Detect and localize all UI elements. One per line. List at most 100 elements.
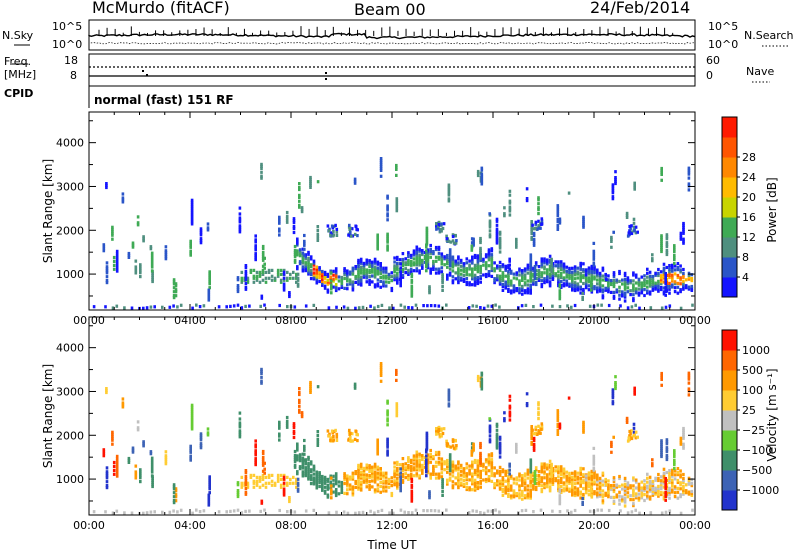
velocity-cell	[679, 483, 682, 487]
velocity-cell	[441, 431, 445, 436]
power-cell	[312, 275, 316, 279]
power-cell	[452, 241, 456, 245]
power-cell	[690, 286, 694, 291]
velocity-cell	[472, 448, 475, 452]
velocity-cell	[307, 467, 310, 471]
power-cell	[357, 262, 360, 266]
velocity-cell	[330, 476, 333, 480]
power-cell	[632, 271, 635, 275]
power-cell	[392, 306, 395, 310]
power-cell	[559, 260, 563, 264]
power-cell	[270, 274, 274, 278]
power-cell	[532, 266, 535, 270]
velocity-cell	[579, 496, 582, 500]
power-cell	[289, 272, 292, 276]
power-cell	[587, 278, 591, 282]
velocity-cell	[648, 497, 652, 501]
velocity-cell	[401, 480, 405, 484]
velocity-cell	[651, 481, 655, 486]
velocity-cell	[479, 473, 482, 477]
velocity-cell	[296, 444, 299, 448]
velocity-cell	[270, 483, 274, 487]
power-cell	[451, 269, 455, 273]
power-cell	[410, 278, 414, 282]
power-cell	[386, 244, 389, 248]
velocity-cell	[625, 416, 629, 420]
power-cell	[323, 284, 327, 288]
power-cell	[309, 273, 313, 277]
power-cell	[301, 251, 305, 255]
power-cell	[346, 271, 349, 275]
velocity-cell	[252, 485, 256, 489]
velocity-cell	[393, 469, 396, 473]
power-cell	[174, 290, 178, 294]
velocity-cell	[533, 479, 537, 483]
power-cell	[286, 278, 289, 282]
velocity-cell	[582, 492, 585, 497]
velocity-cell	[371, 465, 374, 469]
velocity-cell	[488, 440, 492, 444]
power-cell	[664, 281, 667, 286]
velocity-cell	[351, 477, 355, 481]
velocity-cell	[121, 403, 125, 407]
velocity-cell	[587, 475, 591, 479]
power-cell	[503, 206, 506, 210]
power-cell	[488, 229, 492, 233]
velocity-cell	[682, 490, 685, 494]
power-cell	[376, 247, 379, 251]
power-cell	[410, 286, 414, 290]
power-cell	[546, 272, 549, 276]
power-cell	[521, 292, 524, 296]
velocity-cell	[410, 497, 414, 501]
power-cell	[425, 269, 428, 273]
velocity-cell	[312, 508, 316, 512]
power-cell	[296, 282, 300, 286]
velocity-cell	[457, 462, 460, 466]
power-cell	[321, 269, 324, 274]
velocity-cell	[150, 466, 154, 470]
velocity-cell	[376, 442, 379, 446]
power-cell	[440, 266, 444, 270]
power-cell	[576, 272, 580, 276]
power-cell	[646, 279, 649, 283]
power-cell	[532, 280, 535, 284]
velocity-cell	[479, 511, 482, 515]
power-cell	[206, 226, 210, 230]
velocity-cell	[354, 479, 357, 484]
power-cell	[246, 280, 250, 284]
power-cell	[626, 286, 630, 290]
velocity-cell	[679, 487, 682, 491]
velocity-cell	[307, 461, 310, 465]
power-cell	[565, 265, 569, 269]
power-axes: 00:00 04:00 08:00 12:00 16:00 20:00 00:0010002…	[56, 112, 711, 327]
power-cell	[462, 270, 466, 274]
power-cell	[571, 282, 574, 286]
power-cell	[252, 268, 256, 272]
power-cell	[682, 287, 685, 291]
velocity-cell	[550, 472, 553, 476]
velocity-cell	[546, 465, 549, 469]
power-cell	[376, 266, 380, 270]
power-cell	[590, 268, 594, 272]
velocity-cell	[395, 370, 398, 375]
power-cell	[441, 284, 444, 289]
power-cell	[261, 278, 265, 282]
power-cell	[484, 253, 488, 257]
power-cell	[579, 279, 582, 283]
power-cell	[504, 286, 507, 290]
power-cell	[401, 273, 405, 277]
velocity-cell	[607, 479, 610, 483]
velocity-cell	[623, 504, 627, 508]
velocity-cell	[353, 384, 357, 388]
velocity-cell	[566, 509, 569, 513]
power-cell	[296, 278, 300, 282]
velocity-cell	[571, 485, 574, 489]
power-cell	[307, 262, 310, 266]
power-cell	[524, 303, 528, 307]
power-cell	[150, 261, 154, 265]
power-cell	[426, 252, 430, 256]
power-cell	[334, 223, 337, 227]
power-cell	[386, 212, 389, 216]
velocity-cell	[579, 490, 582, 494]
power-cell	[671, 267, 674, 271]
